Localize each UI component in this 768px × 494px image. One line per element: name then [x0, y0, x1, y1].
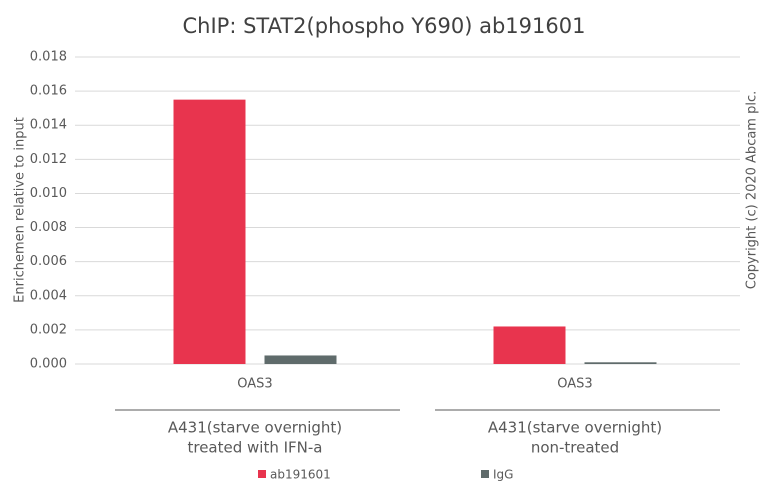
y-tick-label: 0.018	[30, 50, 67, 65]
chart-title: ChIP: STAT2(phospho Y690) ab191601	[183, 14, 586, 38]
y-tick-label: 0.008	[30, 220, 67, 235]
legend-label: ab191601	[270, 468, 331, 482]
legend-swatch	[481, 470, 489, 478]
group-label: treated with IFN-a	[187, 439, 322, 457]
group-label: non-treated	[531, 439, 619, 457]
copyright-note: Copyright (c) 2020 Abcam plc.	[745, 91, 760, 290]
legend-label: IgG	[493, 468, 513, 482]
y-axis-label: Enrichemen relative to input	[13, 117, 28, 303]
y-tick-label: 0.004	[30, 288, 67, 303]
y-tick-label: 0.002	[30, 322, 67, 337]
legend-swatch	[258, 470, 266, 478]
bar	[493, 326, 566, 364]
x-tick-label: OAS3	[237, 377, 272, 392]
bar	[173, 99, 246, 364]
bar	[584, 362, 657, 364]
y-tick-label: 0.000	[30, 357, 67, 372]
y-tick-label: 0.014	[30, 118, 67, 133]
y-tick-label: 0.016	[30, 84, 67, 99]
y-tick-label: 0.010	[30, 186, 67, 201]
y-tick-label: 0.006	[30, 254, 67, 269]
group-label: A431(starve overnight)	[168, 419, 342, 437]
group-label: A431(starve overnight)	[488, 419, 662, 437]
y-tick-label: 0.012	[30, 152, 67, 167]
x-tick-label: OAS3	[557, 377, 592, 392]
bar	[264, 355, 337, 364]
